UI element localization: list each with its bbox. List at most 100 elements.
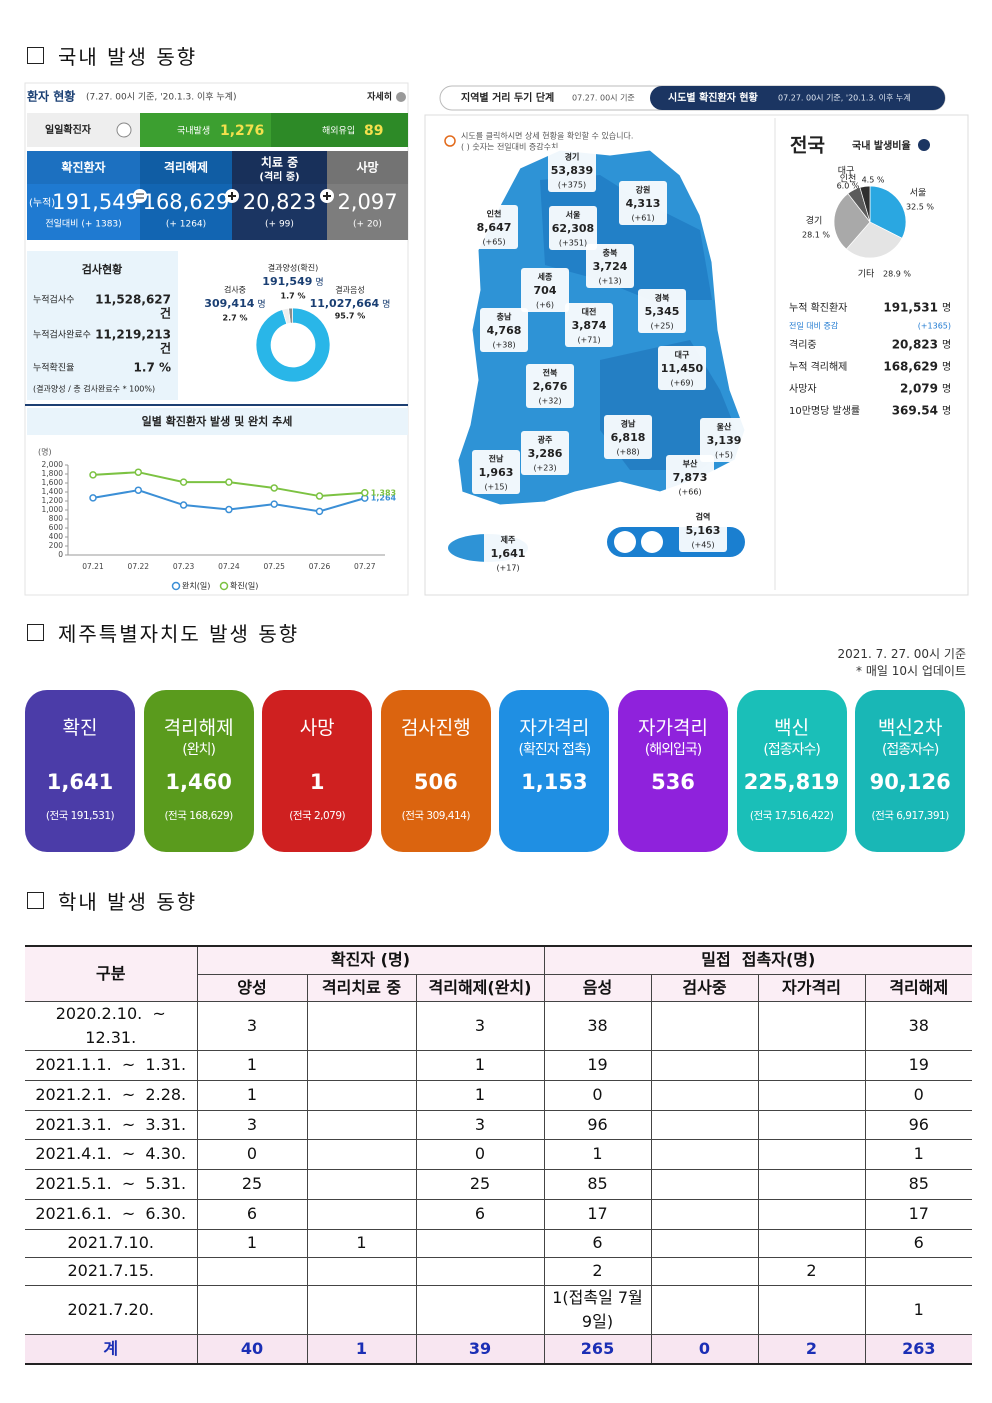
region-name: 광주	[538, 435, 553, 445]
daily-box	[140, 113, 271, 147]
stat-card: 검사진행 506 (전국 309,414)	[380, 690, 491, 852]
summary-value: 20,823	[892, 338, 938, 352]
status-card	[140, 151, 232, 240]
region-box	[521, 431, 569, 475]
label: 누적확진율	[33, 362, 74, 374]
header-cell: 구분	[25, 945, 198, 1002]
region-change: (+351)	[559, 239, 587, 248]
header-cell: 격리해제	[864, 973, 973, 1002]
unit: 명	[942, 361, 951, 373]
chart-head	[27, 408, 408, 435]
checkbox	[27, 46, 44, 64]
label: (+ 99)	[265, 220, 294, 230]
value-label: 95.7 %	[335, 312, 366, 321]
region-change: (+65)	[482, 238, 505, 247]
region-change: (+23)	[533, 464, 556, 473]
x-tick-label: 07.21	[82, 562, 104, 571]
card-subtitle: (접종자수)	[763, 742, 820, 758]
test-box	[27, 251, 178, 400]
table-cell	[757, 1138, 866, 1170]
value-label: 28.9 %	[883, 270, 911, 279]
label: 20,823	[243, 190, 316, 214]
y-tick-label: 200	[49, 541, 64, 550]
label: 누적검사완료수	[33, 329, 91, 341]
table-cell	[650, 1198, 759, 1230]
label: 사망	[356, 160, 378, 175]
summary-title: 전국	[790, 135, 825, 157]
header-cell: 자가격리	[757, 973, 866, 1002]
stat-card: 백신2차 (접종자수) 90,126 (전국 6,917,391)	[855, 690, 966, 852]
table-cell: 3	[415, 1109, 545, 1140]
card-title: 백신2차	[877, 717, 943, 739]
table-cell: 1	[306, 1333, 417, 1365]
card-subtitle: (해외입국)	[644, 742, 702, 758]
table-cell	[306, 1000, 417, 1051]
point	[315, 492, 324, 500]
point	[89, 494, 97, 502]
chart-title: 국내 발생비율	[852, 139, 911, 152]
hint: 시도를 클릭하시면 상세 현황을 확인할 수 있습니다.	[461, 131, 633, 141]
region-change: (+375)	[558, 181, 586, 190]
section-heading: 국내 발생 동향	[27, 41, 197, 69]
card-title: 격리해제	[163, 717, 234, 739]
card-national: (전국 17,516,422)	[749, 810, 834, 822]
region-count: 8,647	[477, 221, 512, 234]
chart-title: 일별 확진환자 발생 및 완치 추세	[142, 414, 293, 428]
checkbox	[27, 891, 44, 909]
label: 검사중	[224, 285, 246, 295]
region-box	[658, 346, 706, 390]
table-cell: 19	[543, 1049, 652, 1081]
header-cell: 검사중	[650, 973, 759, 1002]
label: 격리해제	[164, 160, 208, 175]
status-card	[327, 151, 408, 240]
card-subtitle: (접종자수)	[881, 742, 939, 758]
panel-title: 환자 현황	[27, 89, 75, 104]
label: 검사현황	[82, 262, 122, 276]
region-box	[548, 148, 596, 192]
help-icon	[918, 139, 930, 151]
y-tick-label: 400	[49, 532, 64, 541]
label: 확진환자	[61, 160, 105, 175]
table-row: 2021.5.1. ~ 5.31. 25 25 85 85	[25, 1168, 973, 1200]
row-label: 계	[25, 1333, 198, 1365]
table-cell	[650, 1168, 759, 1200]
label: 11,528,627	[95, 293, 171, 307]
label: 지역별 거리 두기 단계	[461, 91, 554, 104]
dashboard: 환자 현황 (7.27. 00시 기준, '20.1.3. 이후 누계) 자세히일일…	[24, 82, 969, 596]
label: 결과음성	[335, 285, 364, 295]
x-tick-label: 07.27	[354, 562, 376, 571]
unit: 명	[382, 299, 390, 310]
legend-marker	[171, 581, 181, 591]
table-cell	[306, 1079, 417, 1111]
section-heading: 학내 발생 동향	[27, 886, 197, 914]
unit: 명	[257, 299, 265, 310]
label: (누적)	[29, 197, 55, 209]
table-cell	[306, 1138, 417, 1170]
label: 건	[160, 341, 171, 356]
region-name: 경남	[621, 419, 636, 429]
region-name: 전남	[489, 454, 504, 464]
table-cell: 1	[196, 1079, 308, 1111]
y-tick-label: 1,200	[42, 496, 64, 505]
table-cell: 96	[543, 1109, 652, 1140]
region-count: 2,676	[533, 380, 568, 393]
table-cell: 1	[415, 1079, 545, 1111]
hint-icon	[444, 135, 456, 147]
card-value: 506	[413, 770, 458, 794]
point	[361, 489, 369, 497]
icon	[116, 122, 132, 138]
value-label: 1,264	[371, 494, 397, 503]
table-cell	[415, 1256, 545, 1286]
region-count: 3,139	[707, 434, 742, 447]
legend-marker	[219, 581, 229, 591]
region-change: (+71)	[577, 336, 600, 345]
region-change: (+88)	[616, 448, 639, 457]
header-cell: 격리해제(완치)	[415, 973, 545, 1002]
card-title: 자가격리	[519, 717, 590, 739]
pie-label: 대구	[838, 166, 855, 177]
region-box	[521, 268, 569, 312]
table-cell: 1(접촉일 7월9일)	[543, 1284, 652, 1335]
table-cell: 38	[864, 1000, 973, 1051]
row-label: 2021.3.1. ~ 3.31.	[25, 1109, 198, 1140]
status-card	[27, 151, 140, 240]
